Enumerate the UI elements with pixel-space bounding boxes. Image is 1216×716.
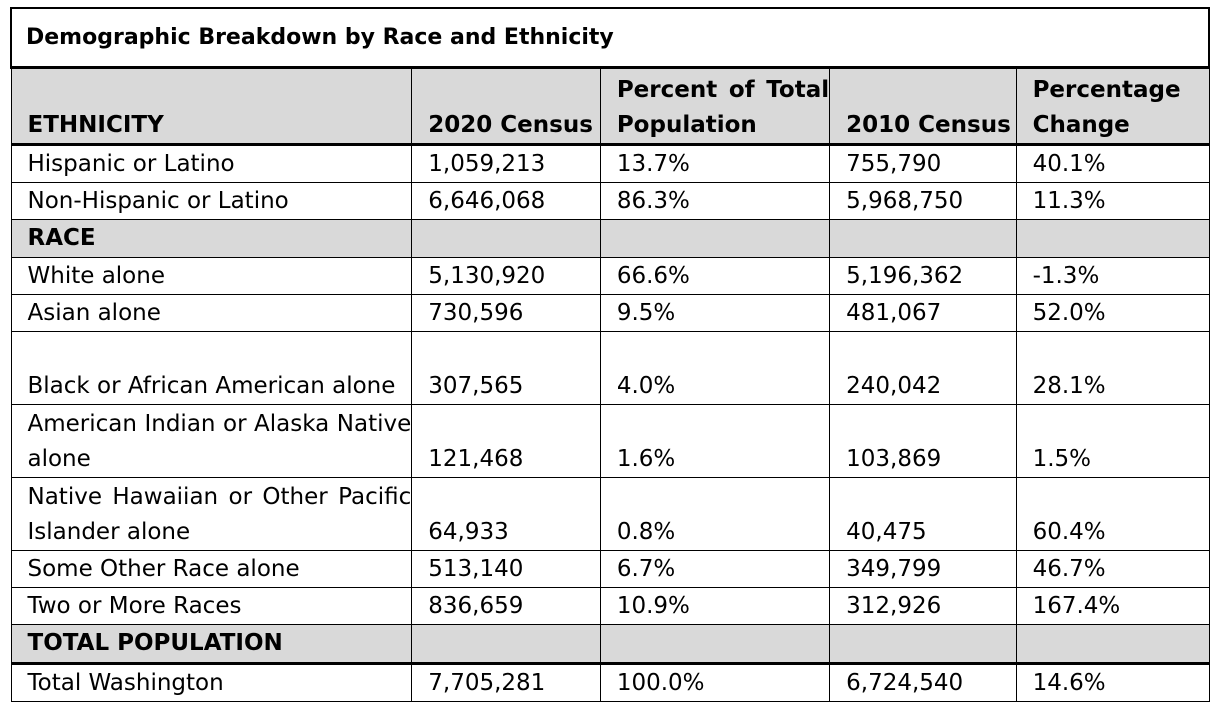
race-row: Black or African American alone 307,565 4.… xyxy=(10,331,1210,405)
empty-cell xyxy=(599,219,831,258)
demographic-table: Demographic Breakdown by Race and Ethnic… xyxy=(10,7,1210,702)
race-section-row: RACE xyxy=(10,219,1210,258)
cell-label: Asian alone xyxy=(10,294,413,332)
cell-2020-census: 1,059,213 xyxy=(411,144,601,183)
cell-percent-total: 66.6% xyxy=(599,257,831,295)
demographic-table-container: Demographic Breakdown by Race and Ethnic… xyxy=(10,7,1210,702)
cell-2020-census: 836,659 xyxy=(411,587,601,625)
cell-label: Hispanic or Latino xyxy=(10,144,413,183)
ethnicity-row: Non-Hispanic or Latino 6,646,068 86.3% 5,96… xyxy=(10,182,1210,220)
total-label: Total Washington xyxy=(10,662,413,702)
cell-2010-census: 5,196,362 xyxy=(829,257,1017,295)
race-rows: White alone 5,130,920 66.6% 5,196,362 -1.3% A… xyxy=(10,257,1210,625)
cell-percentage-change: 40.1% xyxy=(1015,144,1210,183)
cell-percent-total: 9.5% xyxy=(599,294,831,332)
header-2010-census: 2010 Census xyxy=(829,67,1017,146)
cell-percent-total: 86.3% xyxy=(599,182,831,220)
cell-percentage-change: 60.4% xyxy=(1015,477,1210,551)
race-row: Asian alone 730,596 9.5% 481,067 52.0% xyxy=(10,294,1210,332)
cell-label: American Indian or Alaska Native alone xyxy=(10,404,413,478)
total-section-row: TOTAL POPULATION xyxy=(10,624,1210,664)
race-section-label: RACE xyxy=(10,219,413,258)
ethnicity-row: Hispanic or Latino 1,059,213 13.7% 755,790 4… xyxy=(10,144,1210,183)
cell-percentage-change: 1.5% xyxy=(1015,404,1210,478)
cell-2020-census: 64,933 xyxy=(411,477,601,551)
cell-2010-census: 240,042 xyxy=(829,331,1017,405)
cell-2010-census: 312,926 xyxy=(829,587,1017,625)
cell-percentage-change: -1.3% xyxy=(1015,257,1210,295)
cell-percentage-change: 46.7% xyxy=(1015,550,1210,588)
cell-percentage-change: 28.1% xyxy=(1015,331,1210,405)
cell-percentage-change: 52.0% xyxy=(1015,294,1210,332)
table-title: Demographic Breakdown by Race and Ethnic… xyxy=(10,7,1210,69)
total-2020: 7,705,281 xyxy=(411,662,601,702)
race-row: Two or More Races 836,659 10.9% 312,926 167.… xyxy=(10,587,1210,625)
cell-2020-census: 6,646,068 xyxy=(411,182,601,220)
race-row: Some Other Race alone 513,140 6.7% 349,799 4… xyxy=(10,550,1210,588)
cell-label: Some Other Race alone xyxy=(10,550,413,588)
race-row: White alone 5,130,920 66.6% 5,196,362 -1.3% xyxy=(10,257,1210,295)
cell-percent-total: 13.7% xyxy=(599,144,831,183)
header-2020-census: 2020 Census xyxy=(411,67,601,146)
total-percent: 100.0% xyxy=(599,662,831,702)
cell-label: Native Hawaiian or Other Pacific Islande… xyxy=(10,477,413,551)
cell-2020-census: 513,140 xyxy=(411,550,601,588)
empty-cell xyxy=(411,219,601,258)
race-row: American Indian or Alaska Native alone 12… xyxy=(10,404,1210,478)
empty-cell xyxy=(1015,219,1210,258)
total-change: 14.6% xyxy=(1015,662,1210,702)
cell-label: Two or More Races xyxy=(10,587,413,625)
header-row: ETHNICITY 2020 Census Percent of Total P… xyxy=(10,67,1210,146)
cell-percent-total: 0.8% xyxy=(599,477,831,551)
total-section-label: TOTAL POPULATION xyxy=(10,624,413,664)
header-percentage-change: Percentage Change xyxy=(1015,67,1210,146)
cell-label: White alone xyxy=(10,257,413,295)
empty-cell xyxy=(829,219,1017,258)
cell-label: Black or African American alone xyxy=(10,331,413,405)
cell-2020-census: 307,565 xyxy=(411,331,601,405)
cell-percent-total: 6.7% xyxy=(599,550,831,588)
cell-percent-total: 1.6% xyxy=(599,404,831,478)
table-title-row: Demographic Breakdown by Race and Ethnic… xyxy=(10,7,1210,69)
cell-2010-census: 481,067 xyxy=(829,294,1017,332)
cell-2010-census: 103,869 xyxy=(829,404,1017,478)
cell-percent-total: 4.0% xyxy=(599,331,831,405)
empty-cell xyxy=(599,624,831,664)
cell-percentage-change: 11.3% xyxy=(1015,182,1210,220)
cell-2020-census: 730,596 xyxy=(411,294,601,332)
cell-2020-census: 121,468 xyxy=(411,404,601,478)
cell-2010-census: 755,790 xyxy=(829,144,1017,183)
cell-percent-total: 10.9% xyxy=(599,587,831,625)
cell-2010-census: 349,799 xyxy=(829,550,1017,588)
ethnicity-rows: Hispanic or Latino 1,059,213 13.7% 755,790 4… xyxy=(10,144,1210,220)
total-row: Total Washington 7,705,281 100.0% 6,724,… xyxy=(10,662,1210,702)
header-percent-total: Percent of Total Population xyxy=(599,67,831,146)
cell-percentage-change: 167.4% xyxy=(1015,587,1210,625)
cell-label: Non-Hispanic or Latino xyxy=(10,182,413,220)
race-row: Native Hawaiian or Other Pacific Islande… xyxy=(10,477,1210,551)
cell-2010-census: 5,968,750 xyxy=(829,182,1017,220)
cell-2020-census: 5,130,920 xyxy=(411,257,601,295)
empty-cell xyxy=(829,624,1017,664)
cell-2010-census: 40,475 xyxy=(829,477,1017,551)
header-ethnicity: ETHNICITY xyxy=(10,67,413,146)
empty-cell xyxy=(1015,624,1210,664)
total-2010: 6,724,540 xyxy=(829,662,1017,702)
empty-cell xyxy=(411,624,601,664)
